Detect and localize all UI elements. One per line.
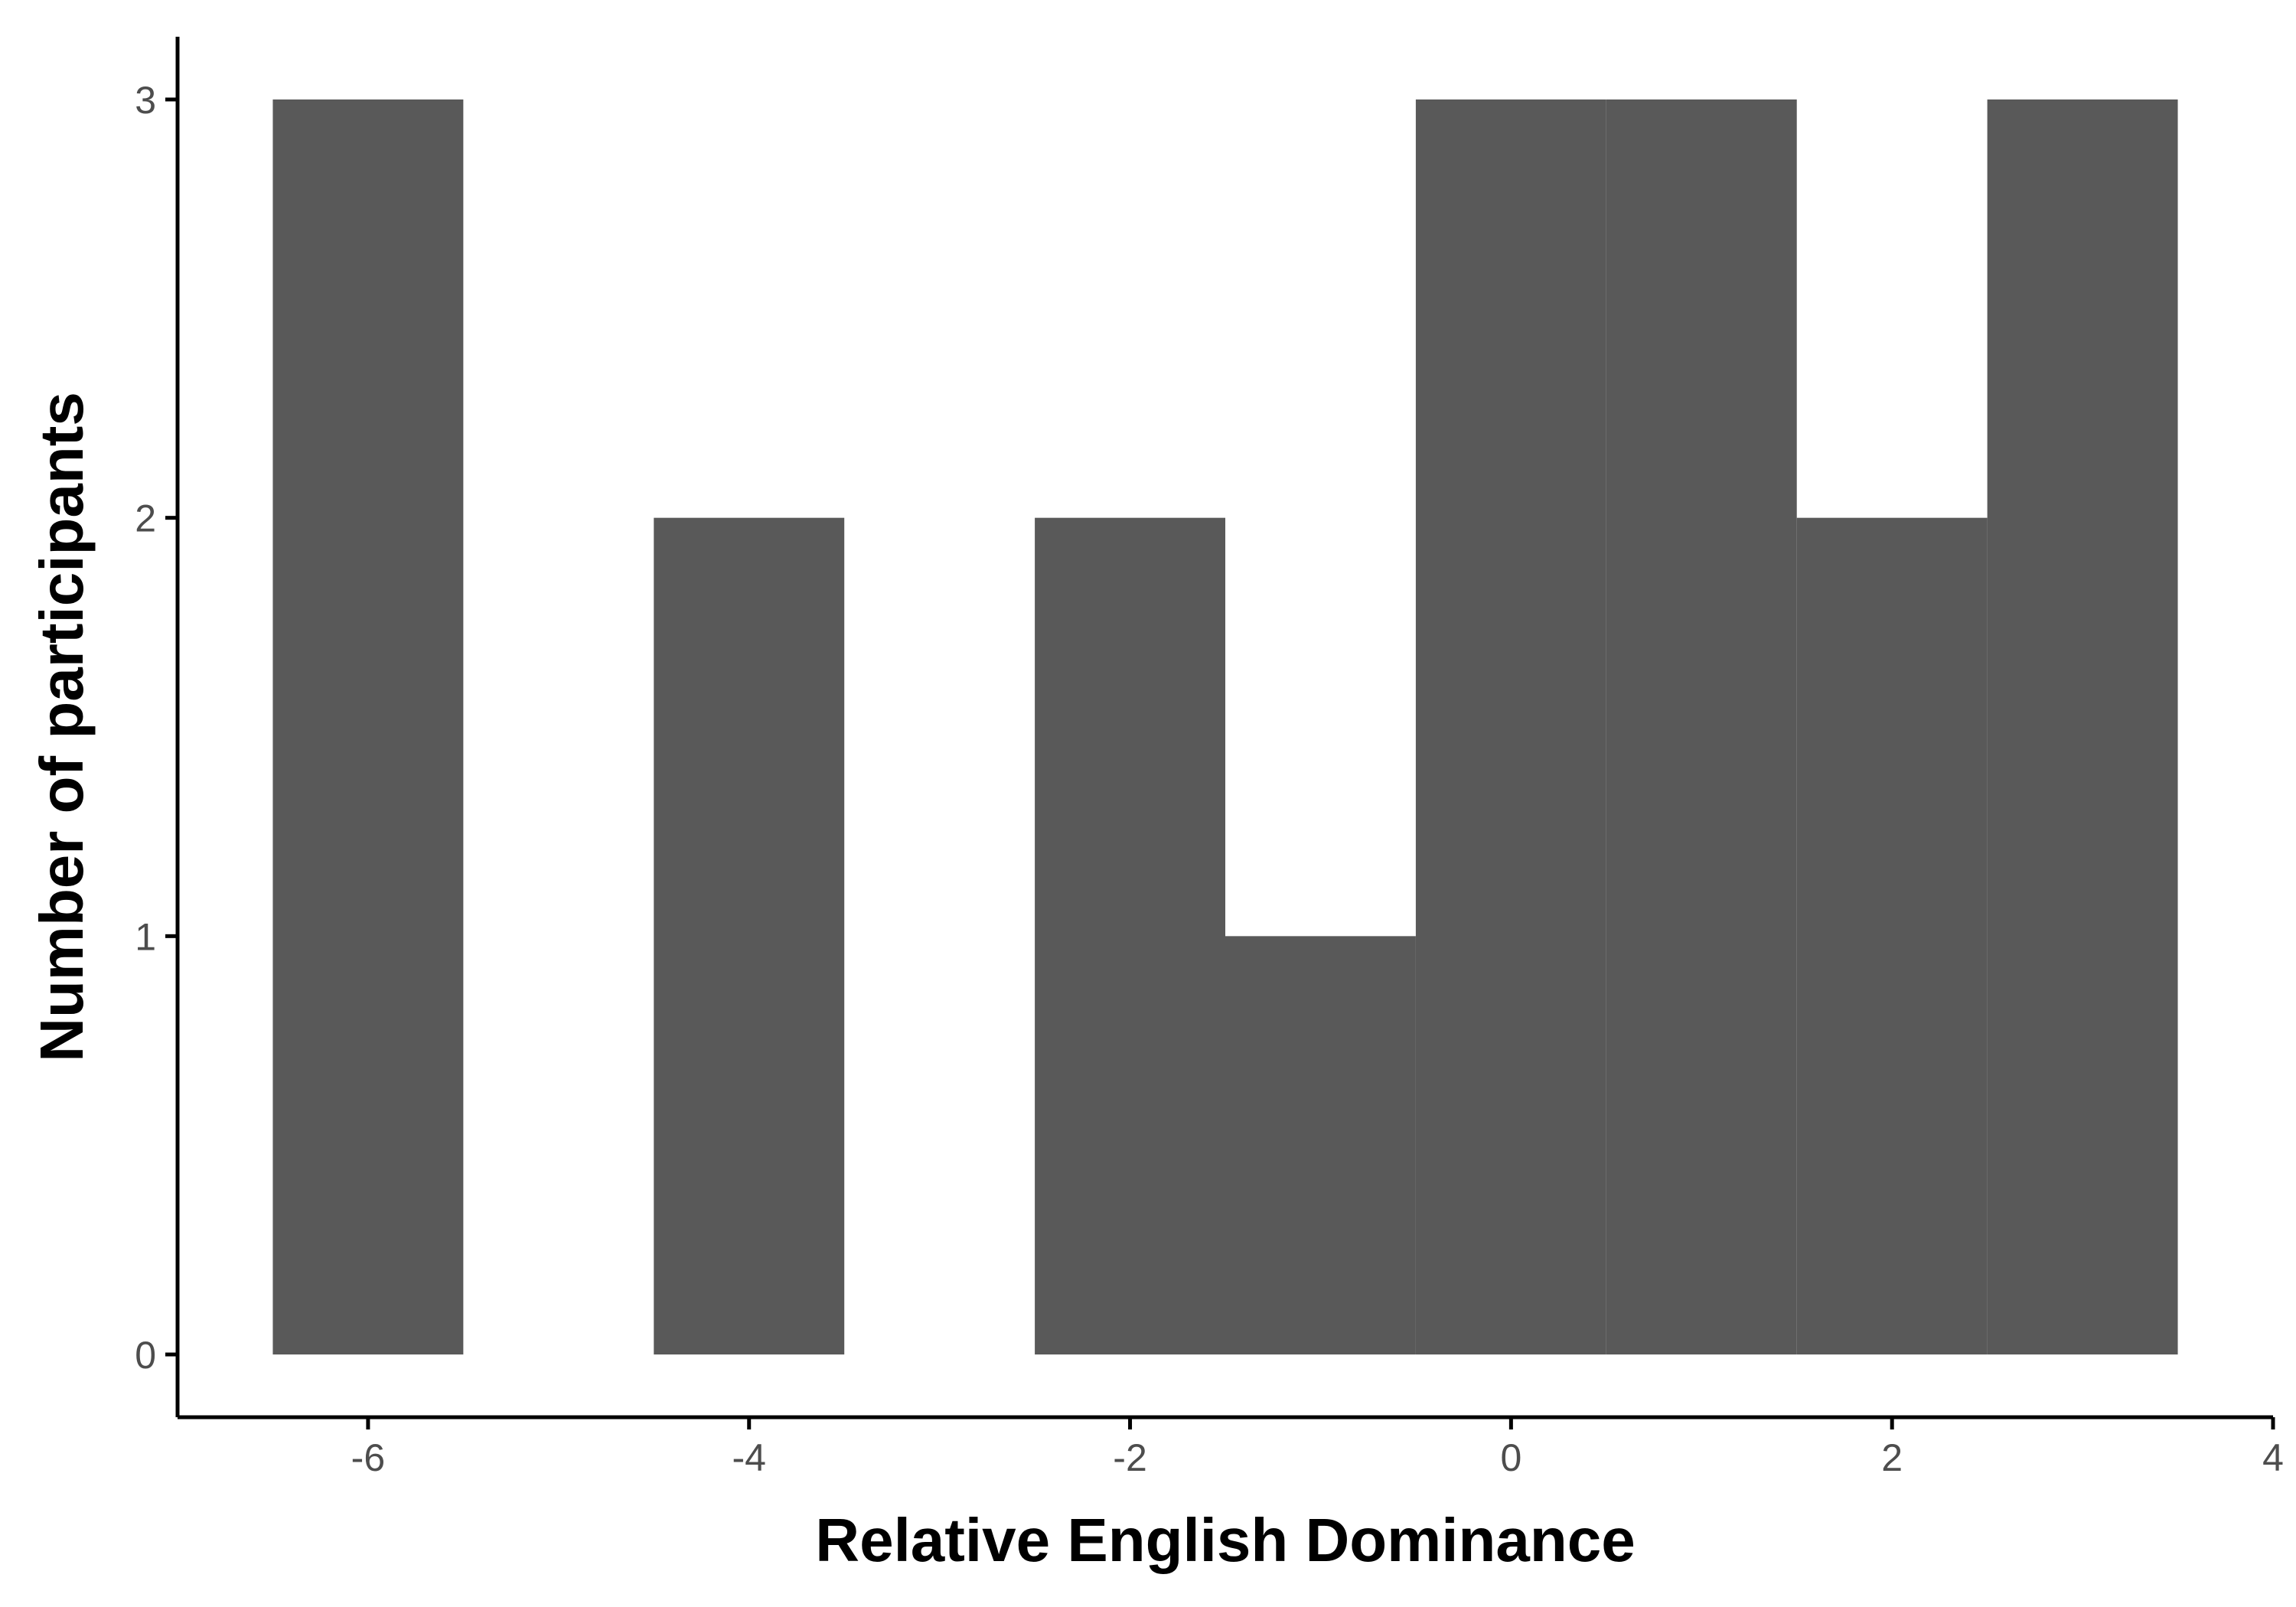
x-tick-label: 0 [1500, 1436, 1521, 1479]
histogram-bar [1796, 517, 1988, 1354]
x-tick-label: 4 [2262, 1436, 2284, 1479]
x-tick-label: 2 [1881, 1436, 1903, 1479]
histogram-bar [272, 99, 464, 1354]
y-ticks-group: 0 1 2 3 [135, 79, 178, 1377]
histogram-bar [1035, 517, 1225, 1354]
histogram-bar [654, 517, 845, 1354]
histogram-bar [1987, 99, 2178, 1354]
bars-group [272, 99, 2178, 1354]
x-ticks-group: -6 -4 -2 0 2 4 [351, 1417, 2284, 1479]
x-tick-label: -4 [732, 1436, 765, 1479]
y-tick-label: 2 [135, 497, 156, 540]
histogram-bar [1415, 99, 1606, 1354]
histogram-bar [1606, 99, 1797, 1354]
y-tick-label: 0 [135, 1334, 156, 1377]
y-tick-label: 3 [135, 79, 156, 122]
y-axis-title: Number of participants [28, 392, 96, 1062]
y-tick-label: 1 [135, 915, 156, 958]
x-tick-label: -2 [1113, 1436, 1146, 1479]
x-axis-title: Relative English Dominance [815, 1506, 1635, 1574]
x-tick-label: -6 [351, 1436, 385, 1479]
histogram-bar [1225, 936, 1416, 1354]
